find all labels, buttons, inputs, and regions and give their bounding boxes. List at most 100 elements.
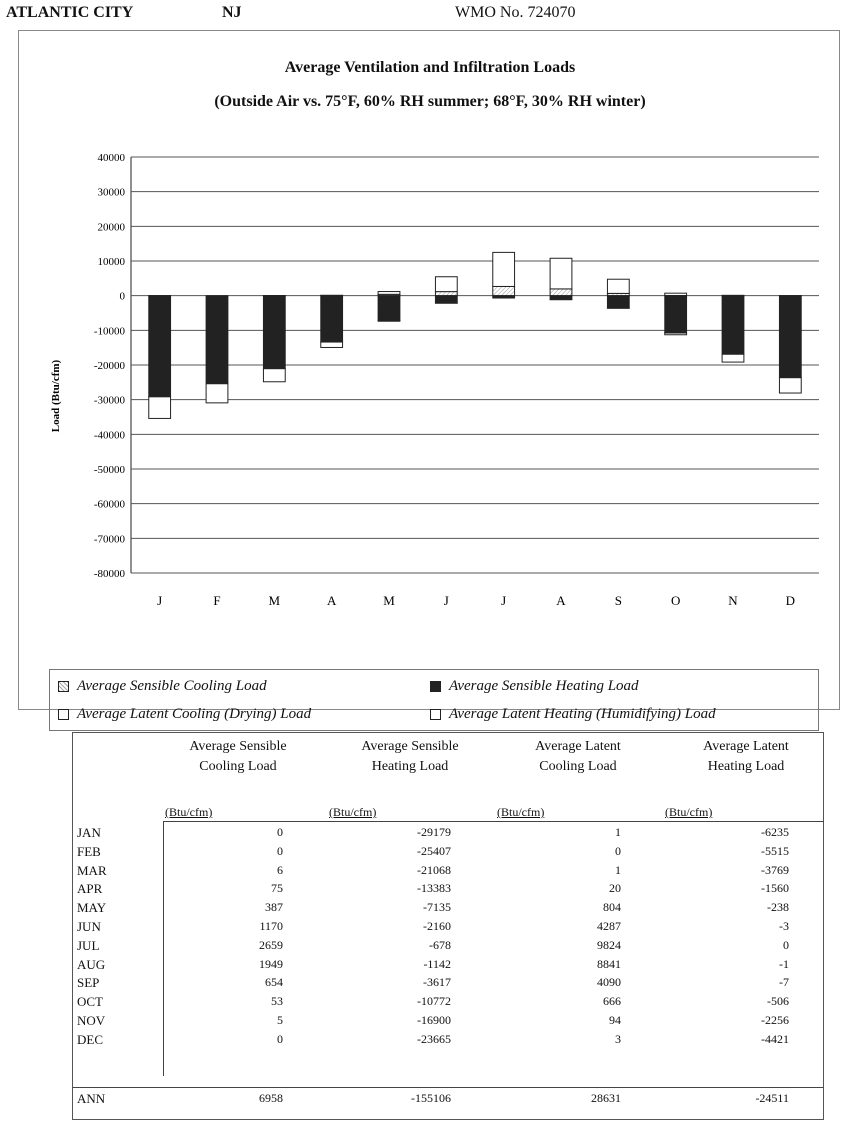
- chart-title: Average Ventilation and Infiltration Loa…: [284, 59, 576, 76]
- legend-item-sensible-cooling: Average Sensible Cooling Load: [58, 678, 267, 695]
- y-tick-label: 0: [120, 291, 126, 303]
- table-cell: 666: [603, 994, 621, 1009]
- x-tick-label: F: [213, 593, 220, 608]
- chart-legend: Average Sensible Cooling Load Average Se…: [49, 669, 819, 731]
- data-table: Average Sensible Cooling Load Average Sen…: [72, 732, 824, 1120]
- table-cell: -6235: [761, 825, 789, 839]
- table-cell: 4090: [597, 975, 621, 990]
- table-divider: [73, 1087, 823, 1088]
- y-tick-label: -30000: [94, 395, 126, 407]
- table-cell: -2256: [761, 1013, 789, 1027]
- bar-dark-9: [664, 295, 688, 334]
- bar-dark-8: [606, 295, 630, 309]
- y-tick-label: -40000: [94, 429, 126, 441]
- y-tick-label: 10000: [98, 256, 126, 268]
- y-tick-label: -60000: [94, 499, 126, 511]
- x-tick-label: M: [269, 593, 281, 608]
- table-cell: -13383: [417, 881, 451, 896]
- table-cell: 8841: [597, 956, 621, 971]
- bar-hatch-7: [549, 288, 573, 297]
- hatch-swatch-icon: [58, 681, 69, 692]
- bar-dark-5: [434, 295, 458, 304]
- chart-subtitle: (Outside Air vs. 75°F, 60% RH summer; 68…: [214, 93, 646, 110]
- bar-dark-2: [262, 295, 286, 370]
- table-cell: -25407: [417, 843, 451, 858]
- bar-white-4: [377, 291, 401, 295]
- x-tick-label: A: [327, 593, 337, 608]
- x-tick-label: N: [728, 593, 738, 608]
- y-tick-label: -70000: [94, 533, 126, 545]
- city-label: ATLANTIC CITY: [6, 4, 134, 21]
- x-tick-label: M: [383, 593, 395, 608]
- row-label: JAN: [77, 825, 101, 840]
- legend-item-latent-heating: Average Latent Heating (Humidifying) Loa…: [430, 706, 716, 723]
- row-label: JUN: [77, 919, 101, 934]
- table-cell: 4287: [597, 919, 621, 933]
- table-cell: -238: [767, 900, 789, 915]
- bar-dark-10: [721, 295, 745, 355]
- row-label: JUL: [77, 937, 100, 953]
- x-tick-label: J: [501, 593, 506, 608]
- bar-dark-7: [549, 295, 573, 301]
- table-cell: 0: [277, 843, 283, 858]
- row-label: FEB: [77, 843, 101, 859]
- legend-label: Average Latent Cooling (Drying) Load: [77, 706, 312, 722]
- bar-white-9: [664, 332, 688, 336]
- table-cell: -29179: [417, 825, 451, 839]
- y-tick-label: 30000: [98, 187, 126, 199]
- bar-dark-1: [205, 295, 229, 385]
- white-swatch-icon: [430, 709, 441, 720]
- white-swatch-icon: [58, 709, 69, 720]
- table-cell: 0: [615, 843, 621, 858]
- state-label: NJ: [222, 4, 242, 21]
- y-tick-label: -20000: [94, 360, 126, 372]
- chart-plot: 40000 30000 20000 10000 0 -10000 -20000 -30000 -…: [50, 152, 819, 608]
- wmo-label: WMO No. 724070: [455, 4, 576, 21]
- unit-label: (Btu/cfm): [165, 805, 213, 819]
- table-cell: 94: [609, 1013, 621, 1027]
- bar-white-4: [377, 319, 401, 322]
- table-cell: 53: [271, 994, 283, 1009]
- y-axis-title: Load (Btu/cfm): [50, 359, 62, 432]
- table-cell: -7: [779, 975, 789, 990]
- table-cell: 0: [783, 937, 789, 952]
- x-tick-label: J: [444, 593, 449, 608]
- unit-label: (Btu/cfm): [497, 805, 545, 819]
- row-label: AUG: [77, 956, 106, 972]
- table-cell: -678: [429, 937, 451, 952]
- table-cell: 1170: [259, 919, 283, 933]
- bar-white-6: [492, 251, 516, 287]
- table-cell: 20: [609, 881, 621, 896]
- table-cell: -21068: [417, 862, 451, 877]
- table-cell: -3769: [761, 862, 789, 877]
- table-cell: -24511: [755, 1091, 789, 1105]
- table-cell: 5: [277, 1013, 283, 1027]
- x-tick-label: A: [556, 593, 566, 608]
- bar-white-1: [205, 383, 229, 404]
- bar-white-10: [721, 353, 745, 363]
- row-label: MAY: [77, 900, 107, 916]
- table-cell: 0: [277, 1031, 283, 1046]
- x-tick-label: D: [786, 593, 795, 608]
- table-cell: -2160: [423, 919, 451, 933]
- table-cell: -10772: [417, 994, 451, 1009]
- bar-dark-11: [778, 295, 802, 379]
- bar-white-8: [606, 278, 630, 294]
- unit-label: (Btu/cfm): [329, 805, 377, 819]
- table-cell: 804: [603, 900, 621, 915]
- table-cell: -5515: [761, 843, 789, 858]
- table-cell: -23665: [417, 1031, 451, 1046]
- bar-white-0: [148, 396, 172, 419]
- dark-swatch-icon: [430, 681, 441, 692]
- y-tick-label: -50000: [94, 464, 126, 476]
- bar-white-5: [434, 276, 458, 293]
- x-tick-label: O: [671, 593, 680, 608]
- row-label: DEC: [77, 1031, 103, 1047]
- bar-white-9: [664, 292, 688, 296]
- table-cell: 1: [615, 825, 621, 839]
- table-cell: 654: [265, 975, 283, 990]
- y-tick-label: -10000: [94, 325, 126, 337]
- bar-white-7: [549, 257, 573, 290]
- col-header-latent-heating: Average Latent Heating Load: [703, 739, 789, 774]
- row-label: MAR: [77, 862, 107, 878]
